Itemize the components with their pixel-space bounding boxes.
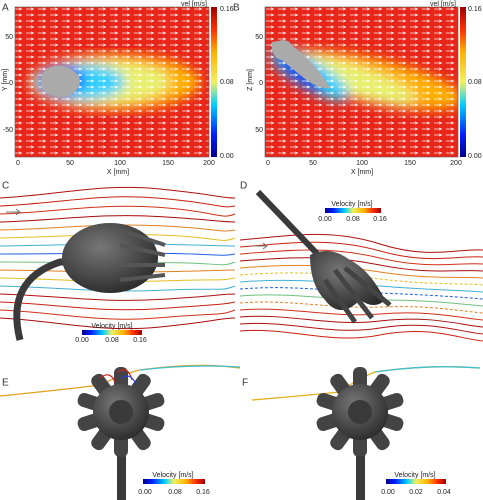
panel-label: A: [2, 3, 9, 14]
x-tick: 100: [114, 160, 126, 167]
colorbar: [325, 208, 381, 213]
colorbar-tick: 0.08: [220, 79, 234, 86]
panel-c: C Velocity [m/s] 0.00 0.08 0.16: [2, 181, 166, 344]
x-tick: 150: [162, 160, 174, 167]
panel-label: F: [242, 378, 248, 389]
x-tick: 0: [16, 160, 20, 167]
x-axis-title: X [mm]: [107, 169, 129, 176]
streamline: [0, 205, 236, 217]
streamline: [0, 215, 236, 223]
panel-f: F Velocity [m/s] 0.00 0.02 0.04: [242, 366, 481, 500]
x-tick: 100: [356, 160, 368, 167]
body: [62, 223, 158, 293]
panel-d: D Velocity [m/s] 0.00 0.08 0.16: [240, 181, 392, 324]
body: [316, 367, 404, 457]
x-tick: 150: [404, 160, 416, 167]
colorbar-tick: 0.16: [468, 6, 482, 13]
streamline: [239, 257, 483, 272]
streamline: [0, 309, 236, 320]
streamline: [239, 329, 483, 342]
streamline: [0, 224, 236, 232]
streamlines: [239, 233, 483, 342]
colorbar-title: vel [m/s]: [430, 1, 456, 8]
streamline: [239, 233, 483, 253]
y-tick: 0: [259, 80, 263, 87]
y-tick: -50: [3, 127, 13, 134]
colorbar-tick: 0.00: [468, 153, 482, 160]
colorbar-title: Velocity [m/s]: [91, 323, 132, 330]
hub-center: [348, 400, 372, 424]
streamline: [0, 277, 236, 283]
streamline: [0, 317, 236, 330]
body: [310, 251, 385, 310]
colorbar-title: Velocity [m/s]: [152, 472, 193, 479]
colorbar-tick: 0.08: [346, 216, 360, 223]
streamline: [0, 196, 236, 208]
streamline: [239, 249, 483, 266]
streamline: [239, 301, 483, 314]
streamline: [239, 308, 483, 321]
colorbar-title: Velocity [m/s]: [394, 472, 435, 479]
y-axis-title: Z [mm]: [247, 69, 254, 91]
panel-e: E Velocity [m/s] 0.00 0.08 0.16: [0, 364, 241, 500]
colorbar-tick: 0.00: [318, 216, 332, 223]
streamline: [239, 264, 483, 279]
x-tick: 200: [203, 160, 215, 167]
colorbar-title: vel [m/s]: [181, 1, 207, 8]
colorbar-tick: 0.00: [138, 489, 152, 496]
colorbar-tick: 0.00: [220, 153, 234, 160]
colorbar-tick: 0.00: [381, 489, 395, 496]
panel-label: E: [2, 378, 9, 389]
colorbar-tick: 0.04: [437, 489, 451, 496]
colorbar-title: Velocity [m/s]: [331, 201, 372, 208]
colorbar: [143, 479, 205, 484]
streamline: [239, 322, 483, 335]
streamline: [0, 293, 236, 301]
colorbar-tick: 0.16: [133, 337, 147, 344]
y-axis-title: Y [mm]: [2, 69, 9, 91]
x-tick: 200: [450, 160, 462, 167]
streamline: [0, 186, 236, 199]
panel-label: B: [233, 3, 240, 14]
colorbar-tick: 0.08: [168, 489, 182, 496]
x-tick: 50: [309, 160, 317, 167]
body: [41, 65, 80, 97]
panel-a: A vel [m/s] 0.16 0.08 0.00 0 50 100 150 …: [2, 1, 234, 176]
colorbar-tick: 0.16: [220, 6, 234, 13]
x-tick: 0: [266, 160, 270, 167]
panel-label: C: [2, 181, 9, 192]
colorbar: [386, 479, 446, 484]
colorbar: [82, 330, 142, 335]
colorbar-tick: 0.08: [105, 337, 119, 344]
y-tick: 50: [255, 127, 263, 134]
y-tick: 50: [255, 34, 263, 41]
colorbar: [211, 7, 217, 157]
colorbar-tick: 0.02: [409, 489, 423, 496]
colorbar-tick: 0.16: [196, 489, 210, 496]
streamline: [239, 272, 483, 286]
x-tick: 50: [66, 160, 74, 167]
colorbar-tick: 0.16: [373, 216, 387, 223]
colorbar-tick: 0.08: [468, 79, 482, 86]
colorbar-tick: 0.00: [75, 337, 89, 344]
panel-label: D: [240, 181, 247, 192]
hub-center: [109, 400, 133, 424]
streamline: [0, 285, 236, 292]
body: [77, 367, 165, 457]
colorbar: [460, 7, 466, 157]
streamline: [239, 241, 483, 260]
y-tick: 0: [9, 80, 13, 87]
streamline: [239, 315, 483, 328]
panel-b: B vel [m/s] 0.16 0.08 0.00 0 50 100 150 …: [233, 1, 482, 176]
y-tick: 50: [5, 34, 13, 41]
x-axis-title: X [mm]: [351, 169, 373, 176]
streamline: [0, 233, 236, 241]
streamline: [0, 301, 236, 311]
streamline: [239, 279, 483, 293]
